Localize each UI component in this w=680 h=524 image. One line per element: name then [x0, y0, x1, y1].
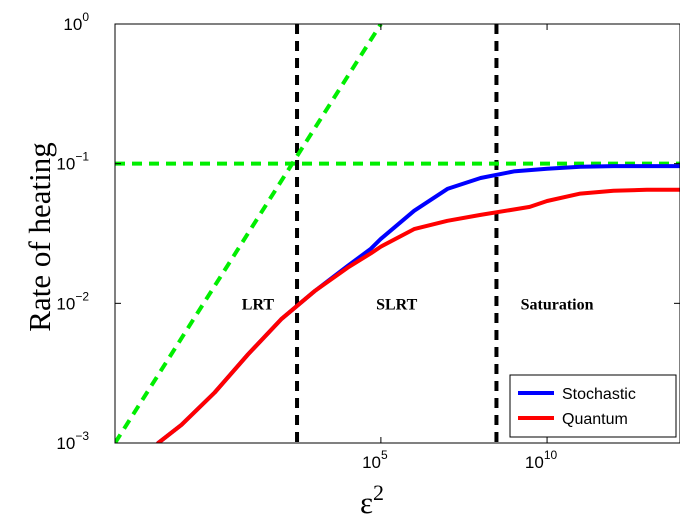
y-tick-label-base: 10 [56, 155, 75, 174]
y-tick-label: 10−3 [56, 429, 89, 453]
y-tick-label-base: 10 [63, 15, 82, 34]
linear-response-reference-line [115, 24, 383, 443]
y-tick-label: 10−2 [56, 289, 89, 313]
x-tick-label: 1010 [525, 448, 558, 472]
legend-label-stochastic: Stochastic [562, 386, 636, 403]
plot-area-background [115, 24, 680, 443]
region-label-saturation: Saturation [521, 297, 594, 314]
y-axis-title: Rate of heating [22, 142, 57, 331]
x-axis-title: ε2 [360, 480, 384, 520]
series-line-quantum [156, 187, 680, 443]
y-tick-label: 100 [63, 10, 89, 34]
y-tick-label-base: 10 [56, 294, 75, 313]
y-tick-label-exponent: −1 [75, 150, 89, 164]
x-tick-label-base: 10 [525, 453, 544, 472]
region-label-lrt: LRT [242, 297, 275, 314]
y-tick-label-exponent: −2 [75, 289, 89, 303]
y-tick-label-base: 10 [56, 434, 75, 453]
y-tick-label-exponent: −3 [75, 429, 89, 443]
legend-label-quantum: Quantum [562, 411, 628, 428]
region-label-slrt: SLRT [376, 297, 418, 314]
plot-frame [114, 23, 680, 444]
x-axis-title-base: ε [360, 485, 373, 520]
legend: Stochastic Quantum [509, 374, 677, 438]
x-tick-label-base: 10 [362, 453, 381, 472]
y-tick-label: 10−1 [56, 150, 89, 174]
x-axis-title-exponent: 2 [373, 480, 384, 505]
legend-box [509, 374, 677, 438]
x-tick-label-exponent: 10 [544, 448, 558, 462]
x-tick-label: 105 [362, 448, 388, 472]
x-tick-label-exponent: 5 [381, 448, 388, 462]
y-tick-label-exponent: 0 [82, 10, 89, 24]
